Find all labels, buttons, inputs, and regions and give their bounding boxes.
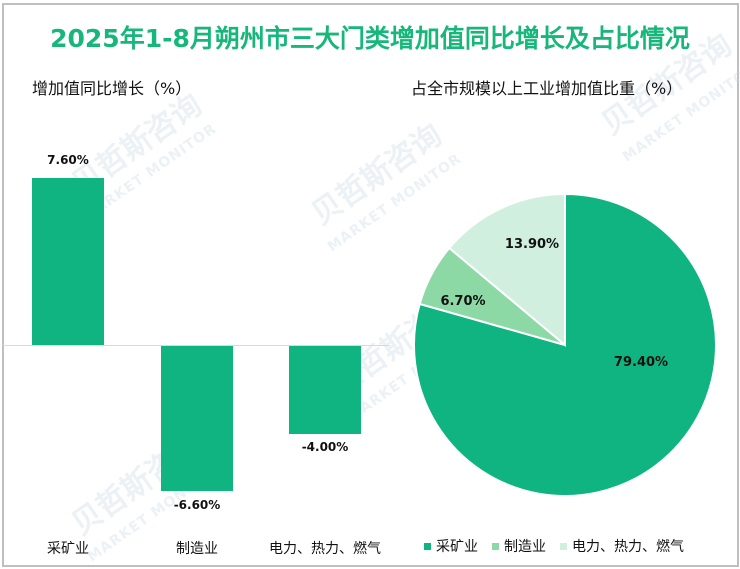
bar-chart-subtitle: 增加值同比增长（%） xyxy=(32,79,192,98)
bar-label-utilities: -4.00% xyxy=(302,440,349,454)
pie-slice-utilities xyxy=(447,192,566,348)
x-axis-label-mining: 采矿业 xyxy=(47,541,89,557)
chart-title: 2025年1-8月朔州市三大门类增加值同比增长及占比情况 xyxy=(50,24,690,53)
legend-swatch-icon xyxy=(424,542,431,550)
legend-label: 电力、热力、燃气 xyxy=(572,539,684,555)
legend-item-mining: 采矿业 xyxy=(424,536,478,556)
bar-label-mining: 7.60% xyxy=(47,153,89,167)
pie-label-manufacturing: 6.70% xyxy=(440,294,485,309)
bar-label-manufacturing: -6.60% xyxy=(174,498,221,512)
bar-chart: 7.60% -6.60% -4.00% xyxy=(3,153,390,512)
legend-swatch-icon xyxy=(560,542,567,550)
bar-mining xyxy=(32,178,104,345)
legend-swatch-icon xyxy=(492,542,499,550)
pie-legend: 采矿业 制造业 电力、热力、燃气 xyxy=(424,536,698,556)
bar-utilities xyxy=(289,346,361,434)
x-axis-label-manufacturing: 制造业 xyxy=(176,541,218,557)
bar-manufacturing xyxy=(161,346,233,491)
pie-chart-subtitle: 占全市规模以上工业增加值比重（%） xyxy=(411,79,683,98)
x-axis-label-utilities: 电力、热力、燃气 xyxy=(269,541,381,557)
pie-label-mining: 79.40% xyxy=(614,355,668,370)
legend-item-manufacturing: 制造业 xyxy=(492,536,546,556)
legend-label: 制造业 xyxy=(504,539,546,555)
pie-label-utilities: 13.90% xyxy=(505,237,559,252)
legend-item-utilities: 电力、热力、燃气 xyxy=(560,536,684,556)
pie-slice-mining xyxy=(413,192,717,497)
legend-label: 采矿业 xyxy=(436,539,478,555)
